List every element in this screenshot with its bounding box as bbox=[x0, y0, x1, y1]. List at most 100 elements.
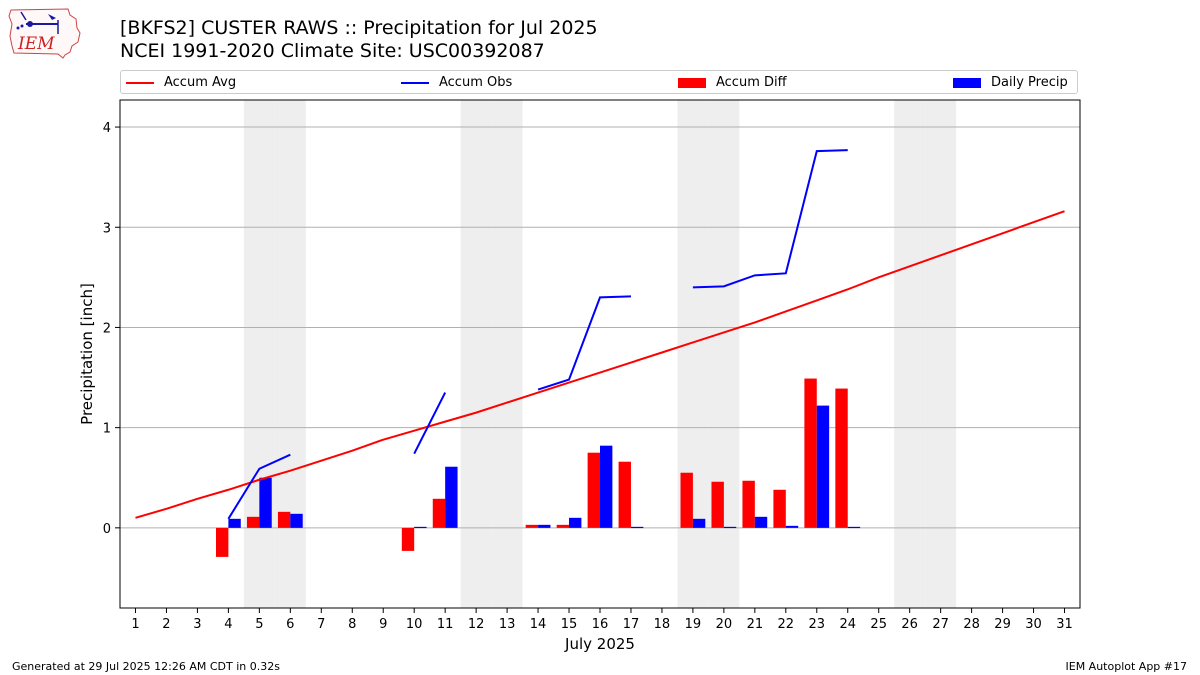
daily-precip-bar bbox=[600, 445, 613, 528]
y-axis-label: Precipitation [inch] bbox=[78, 283, 96, 425]
chart-title: [BKFS2] CUSTER RAWS :: Precipitation for… bbox=[120, 17, 598, 39]
x-tick-label: 15 bbox=[561, 617, 578, 632]
daily-precip-bar bbox=[816, 405, 830, 528]
y-tick-label: 4 bbox=[103, 121, 111, 136]
x-tick-label: 1 bbox=[131, 617, 139, 632]
daily-precip-bar bbox=[630, 526, 644, 529]
legend-accum-obs-label: Accum Obs bbox=[439, 75, 513, 90]
iem-logo-text: IEM bbox=[17, 34, 55, 54]
legend-daily-precip-label: Daily Precip bbox=[991, 75, 1068, 90]
x-tick-label: 10 bbox=[406, 617, 423, 632]
x-tick-label: 14 bbox=[530, 617, 547, 632]
chart-subtitle: NCEI 1991-2020 Climate Site: USC00392087 bbox=[120, 40, 545, 62]
x-tick-label: 16 bbox=[592, 617, 609, 632]
accum-diff-bar bbox=[432, 498, 446, 528]
accum-obs-line bbox=[537, 295, 632, 391]
x-tick-label: 9 bbox=[379, 617, 387, 632]
legend-accum-diff-label: Accum Diff bbox=[716, 75, 787, 90]
accum-diff-bar bbox=[804, 378, 817, 528]
y-tick-label: 3 bbox=[103, 221, 111, 236]
daily-precip-bar bbox=[259, 477, 272, 528]
x-tick-label: 31 bbox=[1056, 617, 1073, 632]
x-tick-label: 11 bbox=[437, 617, 454, 632]
weekend-shade bbox=[274, 100, 306, 608]
weekend-shade bbox=[708, 100, 740, 608]
accum-diff-bar bbox=[525, 524, 539, 528]
y-tick-label: 1 bbox=[103, 422, 111, 437]
x-tick-label: 7 bbox=[317, 617, 325, 632]
x-tick-label: 5 bbox=[255, 617, 263, 632]
x-tick-label: 4 bbox=[224, 617, 232, 632]
x-tick-label: 3 bbox=[193, 617, 201, 632]
accum-diff-bar bbox=[680, 472, 693, 528]
legend-accum-diff-swatch bbox=[678, 77, 706, 88]
weekend-shade bbox=[491, 100, 523, 608]
x-tick-label: 23 bbox=[809, 617, 826, 632]
x-tick-label: 28 bbox=[963, 617, 980, 632]
legend-accum-avg-label: Accum Avg bbox=[164, 75, 237, 90]
x-tick-label: 24 bbox=[839, 617, 856, 632]
x-tick-label: 19 bbox=[685, 617, 702, 632]
x-tick-label: 30 bbox=[1025, 617, 1042, 632]
x-tick-label: 6 bbox=[286, 617, 294, 632]
legend-accum-obs: Accum Obs bbox=[401, 74, 512, 92]
x-tick-label: 18 bbox=[654, 617, 671, 632]
weekend-shade bbox=[677, 100, 709, 608]
accum-diff-bar bbox=[401, 527, 415, 551]
accum-diff-bar bbox=[277, 511, 291, 528]
daily-precip-bar bbox=[228, 518, 241, 528]
x-axis-label: July 2025 bbox=[564, 635, 635, 653]
x-tick-label: 8 bbox=[348, 617, 356, 632]
footer-generated: Generated at 29 Jul 2025 12:26 AM CDT in… bbox=[12, 660, 280, 673]
x-tick-label: 25 bbox=[870, 617, 887, 632]
x-tick-label: 26 bbox=[901, 617, 918, 632]
accum-diff-bar bbox=[618, 461, 631, 528]
weekend-shade bbox=[460, 100, 492, 608]
daily-precip-bar bbox=[723, 526, 737, 529]
legend-accum-diff: Accum Diff bbox=[678, 74, 787, 92]
x-tick-label: 2 bbox=[162, 617, 170, 632]
daily-precip-bar bbox=[754, 516, 768, 528]
y-tick-label: 0 bbox=[103, 522, 111, 537]
x-tick-label: 29 bbox=[994, 617, 1011, 632]
y-tick-label: 2 bbox=[103, 321, 111, 336]
accum-obs-line bbox=[227, 453, 291, 520]
accum-diff-bar bbox=[773, 489, 786, 528]
x-tick-label: 21 bbox=[747, 617, 764, 632]
daily-precip-bar bbox=[847, 526, 861, 529]
legend-daily-precip: Daily Precip bbox=[953, 74, 1068, 92]
accum-diff-bar bbox=[556, 524, 570, 528]
x-tick-label: 22 bbox=[778, 617, 795, 632]
x-tick-label: 17 bbox=[623, 617, 640, 632]
daily-precip-bar bbox=[290, 513, 303, 528]
iem-logo: IEM bbox=[8, 6, 82, 60]
daily-precip-bar bbox=[445, 466, 458, 528]
daily-precip-bar bbox=[414, 526, 427, 529]
footer-app-id: IEM Autoplot App #17 bbox=[1065, 660, 1188, 673]
daily-precip-bar bbox=[538, 524, 551, 528]
weekend-shade bbox=[243, 100, 275, 608]
weekend-shade bbox=[894, 100, 926, 608]
accum-avg-line bbox=[135, 210, 1065, 519]
accum-diff-bar bbox=[216, 527, 229, 557]
accum-diff-bar bbox=[711, 481, 724, 528]
daily-precip-bar bbox=[785, 525, 799, 528]
x-tick-label: 12 bbox=[468, 617, 485, 632]
chart-legend: Accum Avg Accum Obs Accum Diff Daily Pre… bbox=[120, 70, 1078, 94]
weekend-shade bbox=[925, 100, 957, 608]
legend-accum-avg-swatch bbox=[126, 81, 154, 84]
legend-accum-obs-swatch bbox=[401, 81, 429, 84]
daily-precip-bar bbox=[569, 517, 582, 528]
accum-diff-bar bbox=[835, 388, 848, 528]
accum-diff-bar bbox=[742, 480, 755, 528]
x-tick-label: 27 bbox=[932, 617, 949, 632]
legend-daily-precip-swatch bbox=[953, 77, 981, 88]
legend-accum-avg: Accum Avg bbox=[126, 74, 236, 92]
x-tick-label: 13 bbox=[499, 617, 516, 632]
accum-diff-bar bbox=[587, 452, 600, 528]
accum-obs-line bbox=[692, 149, 848, 289]
accum-diff-bar bbox=[246, 516, 260, 528]
accum-obs-line bbox=[413, 392, 447, 455]
daily-precip-bar bbox=[692, 518, 706, 528]
